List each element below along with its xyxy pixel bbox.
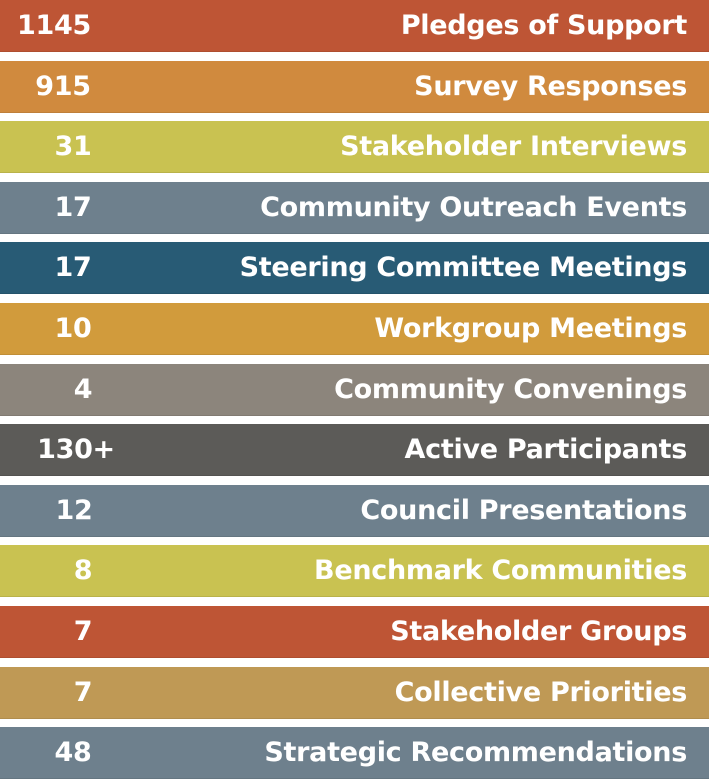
stat-row-survey-responses: 915 Survey Responses [0, 61, 709, 113]
stat-label: Workgroup Meetings [374, 313, 687, 344]
stat-row-community-convenings: 4 Community Convenings [0, 364, 709, 416]
stat-row-strategic-recommendations: 48 Strategic Recommendations [0, 727, 709, 779]
stat-value: 1145 [17, 10, 91, 41]
stat-value: 10 [54, 313, 92, 344]
stat-label: Community Outreach Events [260, 192, 687, 223]
stat-label: Active Participants [404, 434, 688, 465]
stat-label: Collective Priorities [394, 677, 688, 708]
stat-label: Pledges of Support [400, 10, 687, 41]
stat-value: 4 [73, 374, 93, 405]
stat-value: 7 [73, 677, 93, 708]
stat-row-pledges-of-support: 1145 Pledges of Support [0, 0, 709, 52]
stat-label: Benchmark Communities [314, 555, 687, 586]
stat-value: 17 [54, 192, 92, 223]
stat-value: 915 [35, 71, 91, 102]
stat-value: 130+ [37, 434, 115, 465]
stat-row-stakeholder-groups: 7 Stakeholder Groups [0, 606, 709, 658]
stat-label: Strategic Recommendations [264, 737, 687, 768]
stat-label: Stakeholder Interviews [340, 131, 687, 162]
stat-value: 17 [54, 252, 92, 283]
stat-label: Community Convenings [334, 374, 687, 405]
stat-value: 8 [73, 555, 93, 586]
stat-label: Survey Responses [414, 71, 687, 102]
stat-label: Council Presentations [360, 495, 687, 526]
stat-row-collective-priorities: 7 Collective Priorities [0, 667, 709, 719]
stat-value: 7 [73, 616, 93, 647]
stat-label: Steering Committee Meetings [239, 252, 688, 283]
stat-row-active-participants: 130+ Active Participants [0, 424, 709, 476]
stat-row-council-presentations: 12 Council Presentations [0, 485, 709, 537]
stat-row-benchmark-communities: 8 Benchmark Communities [0, 545, 709, 597]
stat-value: 48 [54, 737, 92, 768]
stat-row-stakeholder-interviews: 31 Stakeholder Interviews [0, 121, 709, 173]
stat-row-workgroup-meetings: 10 Workgroup Meetings [0, 303, 709, 355]
stat-row-steering-committee-meetings: 17 Steering Committee Meetings [0, 242, 709, 294]
stat-value: 31 [54, 131, 92, 162]
stat-label: Stakeholder Groups [390, 616, 687, 647]
stat-value: 12 [55, 495, 93, 526]
stat-row-community-outreach-events: 17 Community Outreach Events [0, 182, 709, 234]
